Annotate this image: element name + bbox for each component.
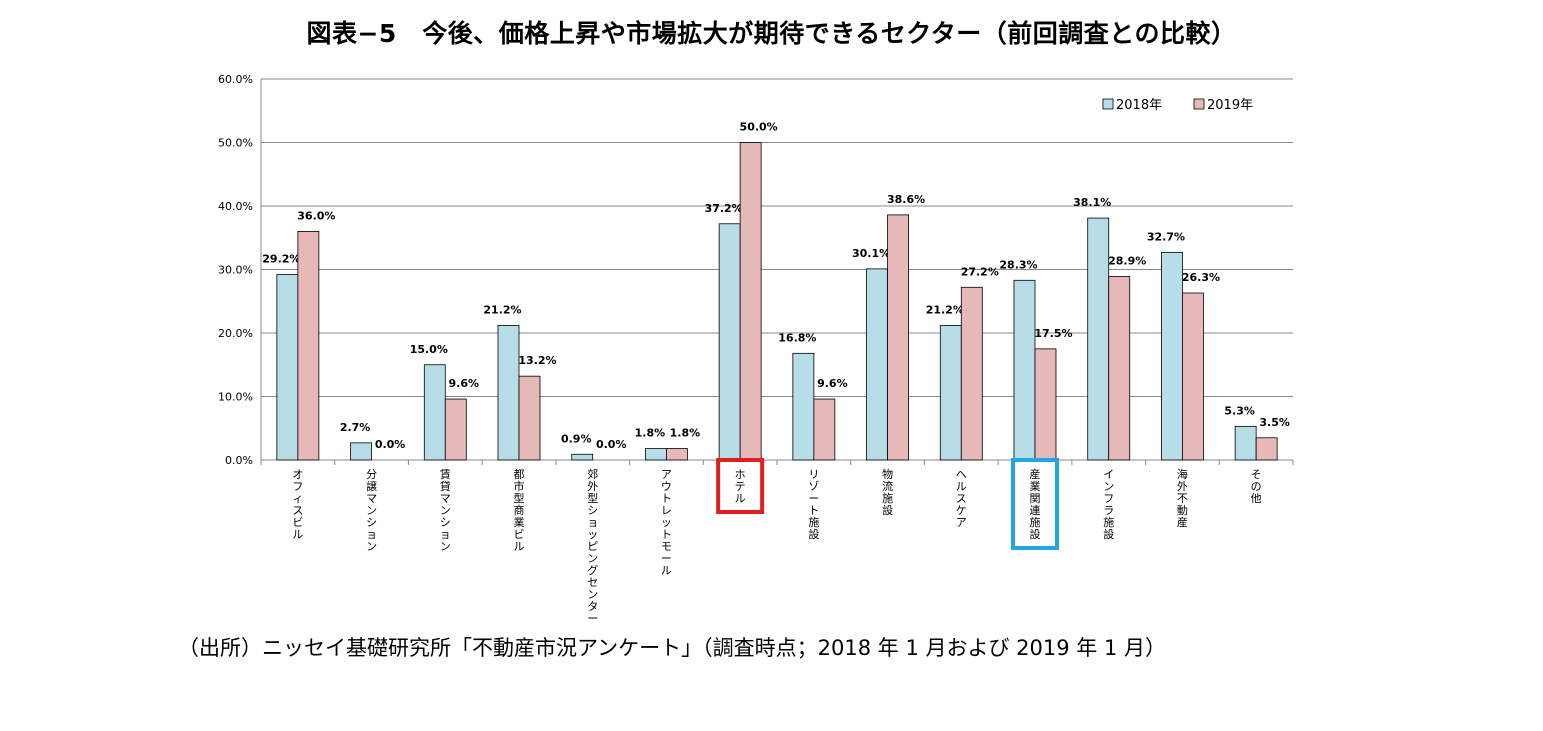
bar-2019 xyxy=(1182,292,1204,461)
data-label: 26.3% xyxy=(1182,271,1220,284)
data-label: 32.7% xyxy=(1147,230,1185,243)
category-label: ホテル xyxy=(735,468,746,505)
data-label: 17.5% xyxy=(1034,327,1072,340)
bar-2019 xyxy=(297,230,320,461)
data-label: 38.1% xyxy=(1073,196,1111,209)
bar-2019 xyxy=(813,398,836,461)
bar-2018 xyxy=(497,324,520,461)
data-label: 36.0% xyxy=(297,209,335,222)
data-label: 9.6% xyxy=(449,377,480,390)
bar-2018 xyxy=(1161,251,1183,461)
bar-2018 xyxy=(1013,279,1036,461)
y-tick-label: 0.0% xyxy=(225,454,253,467)
legend-swatch xyxy=(1102,98,1114,110)
legend-label: 2018年 xyxy=(1116,98,1162,113)
y-tick-label: 10.0% xyxy=(218,391,253,404)
bar-2018 xyxy=(1234,425,1257,461)
category-label: 産業関連施設 xyxy=(1030,468,1041,541)
data-label: 2.7% xyxy=(340,421,371,434)
data-label: 3.5% xyxy=(1259,416,1290,429)
data-label: 0.9% xyxy=(561,432,592,445)
category-label: 郊外型ショッピングセンター xyxy=(587,468,598,625)
bar-2019 xyxy=(1255,437,1278,461)
data-label: 13.2% xyxy=(518,354,556,367)
data-label: 37.2% xyxy=(705,202,743,215)
data-label: 5.3% xyxy=(1224,404,1255,417)
bar-2019 xyxy=(887,214,909,461)
data-label: 29.2% xyxy=(262,253,300,266)
bar-2018 xyxy=(645,448,667,461)
data-label: 16.8% xyxy=(778,331,816,344)
highlight-box xyxy=(716,458,765,514)
y-tick-label: 50.0% xyxy=(218,137,253,150)
data-label: 0.0% xyxy=(596,438,627,451)
category-label: 海外不動産 xyxy=(1177,467,1188,529)
bar-2019 xyxy=(1034,348,1057,461)
source-note: （出所）ニッセイ基礎研究所「不動産市況アンケート」（調査時点；2018 年 1 … xyxy=(178,636,1166,660)
category-label: 都市型商業ビル xyxy=(514,468,525,553)
bar-2019 xyxy=(960,286,983,461)
data-label: 15.0% xyxy=(410,343,448,356)
bar-2018 xyxy=(571,453,594,461)
bar-2019 xyxy=(444,398,467,461)
highlight-box xyxy=(1011,458,1059,550)
bar-2018 xyxy=(718,223,741,461)
y-tick-label: 20.0% xyxy=(218,327,253,340)
bar-2019 xyxy=(1108,276,1131,461)
bar-2018 xyxy=(939,324,962,461)
bar-2019 xyxy=(666,448,688,461)
legend-swatch xyxy=(1193,98,1205,110)
category-label: 物流施設 xyxy=(882,467,893,517)
bar-2018 xyxy=(276,274,299,461)
bar-2019 xyxy=(739,142,762,461)
data-label: 27.2% xyxy=(961,265,999,278)
category-label: アウトレットモール xyxy=(661,468,672,577)
data-label: 38.6% xyxy=(887,193,925,206)
y-tick-label: 60.0% xyxy=(218,73,253,86)
category-label: リゾート施設 xyxy=(808,468,819,541)
bar-chart: 0.0% 10.0% 20.0% 30.0% 40.0% 50.0% 60.0% 29.2% 3… xyxy=(218,73,1294,625)
data-label: 1.8% xyxy=(635,427,666,440)
data-label: 0.0% xyxy=(375,438,406,451)
chart-title: 図表−5 今後、価格上昇や市場拡大が期待できるセクター（前回調査との比較） xyxy=(306,19,1237,48)
data-label: 1.8% xyxy=(670,427,701,440)
category-label: ヘルスケア xyxy=(956,468,967,529)
data-label: 28.3% xyxy=(999,258,1037,271)
data-label: 9.6% xyxy=(817,377,848,390)
bar-2018 xyxy=(866,268,888,461)
data-label: 28.9% xyxy=(1108,254,1146,267)
bar-2018 xyxy=(350,442,372,461)
data-label: 21.2% xyxy=(483,303,521,316)
y-tick-label: 40.0% xyxy=(218,200,253,213)
data-label: 50.0% xyxy=(740,121,778,134)
legend-label: 2019年 xyxy=(1207,98,1253,113)
category-label: インフラ施設 xyxy=(1103,468,1114,541)
data-label: 21.2% xyxy=(926,303,964,316)
bar-2018 xyxy=(1087,217,1110,461)
category-label: 分譲マンション xyxy=(366,468,377,553)
y-tick-label: 30.0% xyxy=(218,264,253,277)
bar-2018 xyxy=(423,364,446,461)
category-label: オフィスビル xyxy=(292,468,303,541)
category-label: 賃貸マンション xyxy=(440,467,451,553)
data-label: 30.1% xyxy=(852,247,890,260)
bar-2019 xyxy=(518,375,541,461)
bar-2018 xyxy=(792,352,815,461)
category-label: その他 xyxy=(1251,468,1262,505)
